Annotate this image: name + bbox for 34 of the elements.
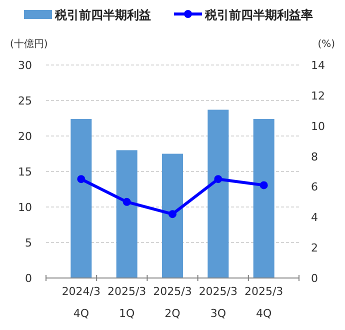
- point: [214, 175, 222, 184]
- y2-tick-label: 6: [311, 180, 318, 194]
- y2-tick-label: 12: [311, 89, 325, 102]
- point: [260, 181, 268, 190]
- x-tick-label: 2025/3 1Q: [107, 285, 146, 320]
- y-axis-title: (十億円): [10, 38, 48, 50]
- y2-tick-label: 8: [311, 150, 318, 164]
- y-tick-label: 10: [18, 201, 32, 214]
- bar: [253, 118, 274, 278]
- y2-tick-label: 14: [311, 59, 325, 72]
- point: [168, 210, 176, 218]
- y-tick-label: 15: [18, 166, 32, 178]
- legend-label: 税引前四半期利益率: [204, 8, 313, 22]
- y2-tick-label: 10: [311, 120, 325, 133]
- bar: [162, 154, 184, 278]
- x-tick-label: 2025/3 2Q: [153, 285, 192, 320]
- y-tick-label: 25: [18, 94, 32, 108]
- point: [122, 198, 131, 206]
- y2-tick-label: 2: [311, 242, 318, 255]
- bar: [208, 110, 229, 278]
- x-tick-label: 2025/3 3Q: [198, 285, 238, 320]
- y-tick-label: 20: [18, 130, 32, 143]
- y2-tick-label: 4: [311, 211, 318, 224]
- bar: [116, 150, 138, 278]
- x-tick-label: 2025/3 4Q: [244, 285, 284, 320]
- y2-tick-label: 0: [311, 272, 318, 285]
- y-tick-label: 0: [25, 272, 32, 285]
- bar: [70, 118, 92, 278]
- y2-axis-title: (%): [318, 39, 336, 50]
- y-tick-label: 5: [25, 236, 32, 250]
- x-tick-label: 2024/3 4Q: [62, 285, 101, 320]
- y-tick-label: 30: [18, 59, 32, 72]
- legend-label: 税引前四半期利益: [54, 8, 151, 22]
- point: [77, 175, 86, 184]
